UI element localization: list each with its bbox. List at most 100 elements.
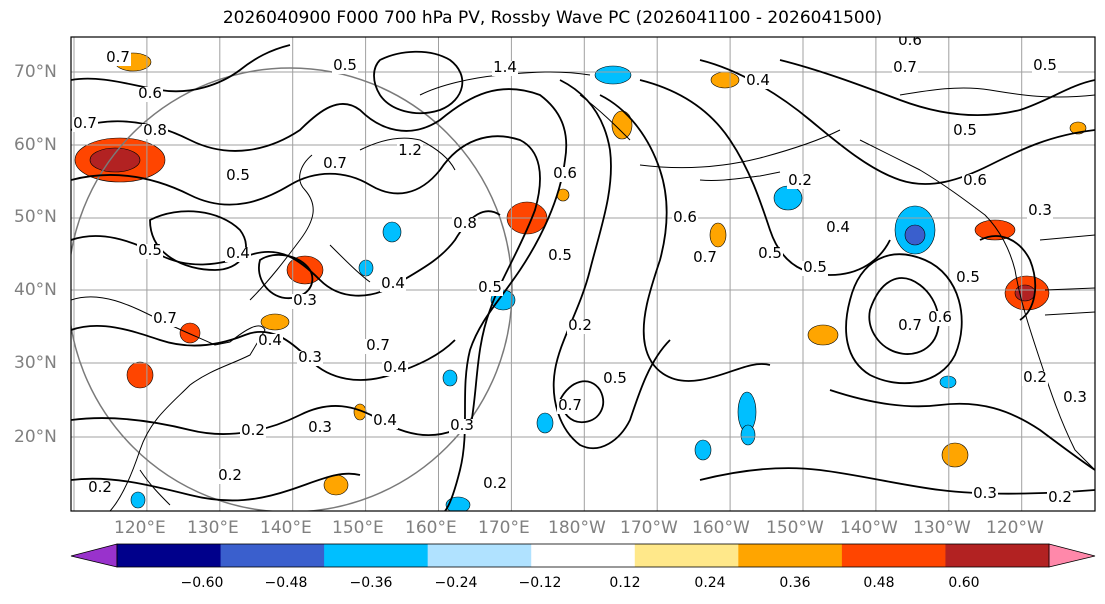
contour-label: 0.2 <box>788 171 812 189</box>
negative-anomaly <box>382 221 402 243</box>
contour-label: 0.2 <box>568 316 592 334</box>
contour-label: 0.2 <box>241 421 265 439</box>
contour-label: 0.7 <box>153 309 177 327</box>
colorbar-tick: −0.48 <box>264 575 308 591</box>
positive-anomaly <box>941 442 969 468</box>
colorbar-cell <box>841 544 946 567</box>
lat-label-30n: 30°N <box>14 353 57 373</box>
negative-anomaly <box>904 224 926 246</box>
contour-label: 0.6 <box>928 308 952 326</box>
positive-anomaly <box>974 219 1016 241</box>
lon-label-140e: 140°E <box>260 518 312 538</box>
contour-label: 0.5 <box>478 278 502 296</box>
colorbar-cell <box>634 544 739 567</box>
colorbar-cell <box>117 544 222 567</box>
plot-frame <box>70 36 1096 512</box>
contour-label: 0.3 <box>293 291 317 309</box>
colorbar-tick: −0.24 <box>434 575 478 591</box>
contour-label: 0.8 <box>453 214 477 232</box>
contour-label: 0.3 <box>1063 388 1087 406</box>
contour-label: 0.7 <box>898 316 922 334</box>
lon-label-180w: 180°W <box>548 518 606 538</box>
lon-label-130w: 130°W <box>913 518 971 538</box>
colorbar-under-arrow <box>70 543 118 568</box>
map-title: 2026040900 F000 700 hPa PV, Rossby Wave … <box>222 8 883 28</box>
lon-label-120e: 120°E <box>114 518 166 538</box>
contour-label: 0.7 <box>106 48 130 66</box>
lat-label-70n: 70°N <box>14 62 57 82</box>
contour-label: 0.7 <box>693 248 717 266</box>
lon-label-170e: 170°E <box>478 518 530 538</box>
contour-label: 0.6 <box>138 84 162 102</box>
negative-anomaly <box>536 412 554 434</box>
lon-label-160e: 160°E <box>405 518 457 538</box>
reference-circle <box>71 67 513 511</box>
contour-label: 0.4 <box>373 411 397 429</box>
lon-label-150e: 150°E <box>332 518 384 538</box>
lon-label-140w: 140°W <box>840 518 898 538</box>
colorbar-tick: 0.60 <box>948 575 980 591</box>
contour-label: 0.7 <box>558 396 582 414</box>
contour-label: 0.6 <box>553 164 577 182</box>
positive-anomaly <box>709 222 727 248</box>
colorbar-cell <box>738 544 843 567</box>
positive-anomaly <box>807 324 839 346</box>
contour-label: 0.4 <box>826 218 850 236</box>
colorbar <box>70 543 1096 568</box>
contour-label: 0.5 <box>138 241 162 259</box>
positive-anomaly <box>260 313 290 331</box>
contour-label: 0.4 <box>381 274 405 292</box>
colorbar-cell <box>324 544 429 567</box>
contour-label: 0.5 <box>803 258 827 276</box>
contour-label: 0.7 <box>366 336 390 354</box>
contour-label: 0.4 <box>226 244 250 262</box>
colorbar-tick: −0.12 <box>518 575 562 591</box>
contour-label: 0.7 <box>73 114 97 132</box>
contour-label: 0.4 <box>383 358 407 376</box>
contour-label: 0.2 <box>1048 488 1072 506</box>
contour-label: 0.3 <box>308 418 332 436</box>
contour-label: 0.5 <box>226 166 250 184</box>
contour-label: 0.5 <box>603 369 627 387</box>
contour-label: 0.2 <box>483 474 507 492</box>
negative-anomaly <box>594 65 632 85</box>
contour-label: 0.2 <box>1023 368 1047 386</box>
contour-label: 0.5 <box>548 246 572 264</box>
contour-label: 0.5 <box>333 56 357 74</box>
colorbar-cell <box>220 544 325 567</box>
negative-anomaly <box>442 369 458 387</box>
colorbar-tick: −0.60 <box>180 575 224 591</box>
negative-anomaly <box>130 491 146 509</box>
contour-label: 1.4 <box>493 58 517 76</box>
colorbar-tick: 0.48 <box>863 575 895 591</box>
graticule <box>71 37 1095 511</box>
lon-label-120w: 120°W <box>986 518 1044 538</box>
contour-label: 0.6 <box>963 171 987 189</box>
contour-label: 0.4 <box>258 331 282 349</box>
positive-anomaly <box>286 255 324 285</box>
colorbar-tick: 0.24 <box>694 575 726 591</box>
positive-anomaly <box>89 147 141 173</box>
positive-anomaly <box>179 322 201 344</box>
lon-label-130e: 130°E <box>187 518 239 538</box>
colorbar-tick: −0.36 <box>349 575 393 591</box>
contour-label: 0.3 <box>298 348 322 366</box>
contour-label: 0.4 <box>746 71 770 89</box>
contour-label: 0.8 <box>143 121 167 139</box>
contour-label: 0.3 <box>973 484 997 502</box>
contour-label: 0.5 <box>953 121 977 139</box>
colorbar-tick: 0.36 <box>779 575 811 591</box>
lon-label-160w: 160°W <box>692 518 750 538</box>
plot-area <box>71 37 1095 511</box>
negative-anomaly <box>939 375 957 389</box>
colorbar-cell <box>427 544 532 567</box>
lat-label-60n: 60°N <box>14 135 57 155</box>
colorbar-cell <box>945 544 1050 567</box>
contour-label: 0.6 <box>673 208 697 226</box>
contour-label: 1.2 <box>398 141 422 159</box>
positive-anomaly <box>710 71 740 89</box>
contour-label: 0.2 <box>88 478 112 496</box>
contour-label: 0.3 <box>450 416 474 434</box>
negative-anomaly <box>694 439 712 461</box>
